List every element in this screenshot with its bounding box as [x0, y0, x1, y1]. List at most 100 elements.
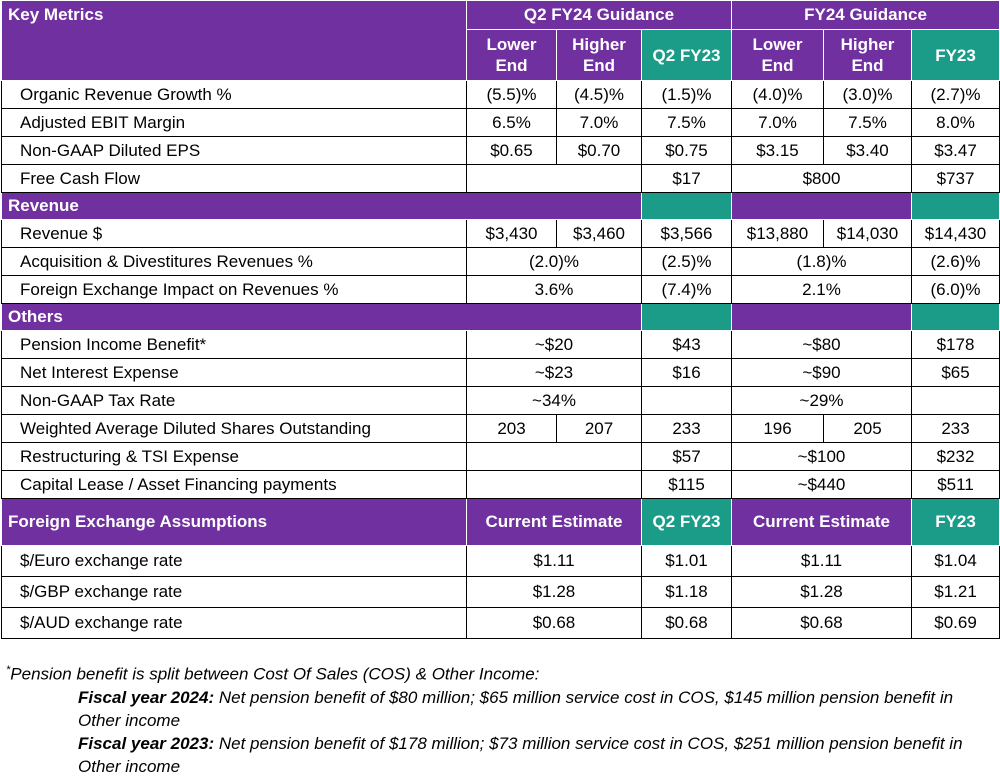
cell: $57 — [641, 442, 732, 471]
cell: $511 — [910, 470, 1000, 499]
cell: $3.15 — [731, 136, 824, 165]
row-label: $/GBP exchange rate — [1, 576, 467, 608]
header-current-estimate: Current Estimate — [731, 498, 912, 546]
cell: $1.11 — [466, 545, 642, 577]
cell — [910, 386, 1000, 415]
section-title: Others — [1, 303, 642, 331]
cell: $737 — [910, 164, 1000, 193]
footnote-item: Fiscal year 2024: Net pension benefit of… — [0, 686, 1000, 732]
row-label: Organic Revenue Growth % — [1, 80, 467, 109]
cell: $3,460 — [556, 219, 642, 248]
cell: (2.7)% — [910, 80, 1000, 109]
section-title: Foreign Exchange Assumptions — [1, 498, 467, 546]
section-title: Revenue — [1, 192, 642, 220]
row-label: Foreign Exchange Impact on Revenues % — [1, 275, 467, 304]
metrics-table: Key Metrics Q2 FY24 Guidance FY24 Guidan… — [1, 0, 1000, 639]
cell: $3.47 — [910, 136, 1000, 165]
row-label: Net Interest Expense — [1, 358, 467, 387]
cell: 203 — [466, 414, 557, 443]
footnote-label: Fiscal year 2024: — [78, 687, 215, 707]
cell: (2.5)% — [641, 247, 732, 276]
footnote-label: Fiscal year 2023: — [78, 733, 215, 753]
cell: 7.0% — [556, 108, 642, 137]
section-band — [641, 303, 732, 331]
cell: $65 — [910, 358, 1000, 387]
cell: 207 — [556, 414, 642, 443]
row-label: Non-GAAP Tax Rate — [1, 386, 467, 415]
header-q2-fy23: Q2 FY23 — [641, 498, 732, 546]
cell: (2.0)% — [466, 247, 642, 276]
cell: ~$90 — [731, 358, 912, 387]
cell: $232 — [910, 442, 1000, 471]
cell: ~29% — [731, 386, 912, 415]
cell: $13,880 — [731, 219, 824, 248]
footnote-text: Pension benefit is split between Cost Of… — [10, 664, 540, 684]
footnote-text: Net pension benefit of $178 million; $73… — [78, 733, 963, 776]
section-band — [731, 192, 912, 220]
cell: $0.68 — [641, 607, 732, 639]
footnote-text: Net pension benefit of $80 million; $65 … — [78, 687, 954, 730]
cell: $1.01 — [641, 545, 732, 577]
footnote-marker: * — [6, 664, 11, 676]
cell: $115 — [641, 470, 732, 499]
header-fy23: FY23 — [910, 29, 1000, 81]
cell: 233 — [641, 414, 732, 443]
cell: $16 — [641, 358, 732, 387]
cell: $3.40 — [823, 136, 912, 165]
cell: ~$80 — [731, 330, 912, 359]
section-band — [731, 303, 912, 331]
row-label: Adjusted EBIT Margin — [1, 108, 467, 137]
header-q2-fy23: Q2 FY23 — [641, 29, 732, 81]
header-fy23: FY23 — [910, 498, 1000, 546]
cell: 7.0% — [731, 108, 824, 137]
cell: $800 — [731, 164, 912, 193]
cell — [466, 164, 642, 193]
cell — [641, 386, 732, 415]
header-key-metrics: Key Metrics — [1, 0, 467, 81]
cell: $1.11 — [731, 545, 912, 577]
row-label: $/AUD exchange rate — [1, 607, 467, 639]
cell: $0.70 — [556, 136, 642, 165]
cell: $0.65 — [466, 136, 557, 165]
cell: $17 — [641, 164, 732, 193]
cell: ~34% — [466, 386, 642, 415]
header-q2-guidance: Q2 FY24 Guidance — [466, 0, 732, 30]
cell: $3,430 — [466, 219, 557, 248]
cell: 7.5% — [823, 108, 912, 137]
cell: $0.68 — [466, 607, 642, 639]
cell: $0.75 — [641, 136, 732, 165]
cell — [466, 470, 642, 499]
cell: $43 — [641, 330, 732, 359]
cell: (2.6)% — [910, 247, 1000, 276]
footnote-intro: *Pension benefit is split between Cost O… — [0, 659, 1000, 686]
cell: 7.5% — [641, 108, 732, 137]
row-label: Capital Lease / Asset Financing payments — [1, 470, 467, 499]
section-band — [910, 303, 1000, 331]
row-label: Revenue $ — [1, 219, 467, 248]
cell: $1.18 — [641, 576, 732, 608]
cell: ~$23 — [466, 358, 642, 387]
cell: $1.28 — [466, 576, 642, 608]
cell: $1.21 — [910, 576, 1000, 608]
header-fy24-guidance: FY24 Guidance — [730, 0, 1000, 30]
cell: $14,030 — [823, 219, 912, 248]
header-higher-end: Higher End — [823, 29, 912, 81]
row-label: Restructuring & TSI Expense — [1, 442, 467, 471]
footnote-item: Fiscal year 2023: Net pension benefit of… — [0, 732, 1000, 778]
cell: $0.69 — [910, 607, 1000, 639]
cell: (5.5)% — [466, 80, 557, 109]
cell: $1.04 — [910, 545, 1000, 577]
cell: 233 — [910, 414, 1000, 443]
header-current-estimate: Current Estimate — [466, 498, 642, 546]
cell: (6.0)% — [910, 275, 1000, 304]
row-label: $/Euro exchange rate — [1, 545, 467, 577]
cell: ~$440 — [731, 470, 912, 499]
cell: $3,566 — [641, 219, 732, 248]
row-label: Free Cash Flow — [1, 164, 467, 193]
cell: $14,430 — [910, 219, 1000, 248]
cell: ~$100 — [731, 442, 912, 471]
cell: 6.5% — [466, 108, 557, 137]
header-lower-end: Lower End — [466, 29, 557, 81]
row-label: Acquisition & Divestitures Revenues % — [1, 247, 467, 276]
cell: 3.6% — [466, 275, 642, 304]
